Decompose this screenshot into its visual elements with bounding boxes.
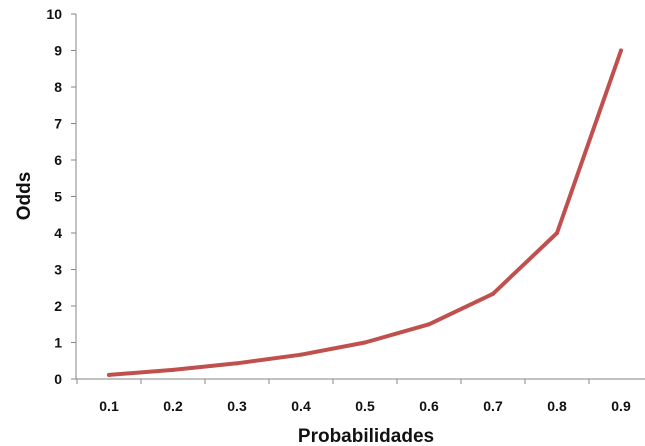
y-tick-label: 5	[54, 189, 62, 205]
y-tick-label: 0	[54, 371, 62, 387]
data-point	[491, 291, 495, 296]
y-axis-title: Odds	[14, 172, 35, 221]
x-axis-title: Probabilidades	[298, 426, 434, 446]
data-point	[619, 48, 623, 53]
data-point	[235, 361, 239, 366]
x-tick-label: 0.5	[355, 398, 375, 414]
data-point	[107, 372, 111, 377]
series-line	[107, 48, 623, 377]
x-tick-label: 0.9	[611, 398, 631, 414]
data-point	[363, 340, 367, 345]
y-tick-label: 9	[54, 43, 62, 59]
y-tick-label: 7	[54, 116, 62, 132]
x-tick-label: 0.4	[291, 398, 311, 414]
y-axis: 0 1 2 3 4 5 6 7 8 9 10	[46, 6, 77, 387]
data-point	[555, 231, 559, 235]
y-tick-label: 2	[54, 298, 62, 314]
y-tick-label: 6	[54, 152, 62, 168]
x-tick-label: 0.1	[99, 398, 119, 414]
series-layer	[107, 48, 623, 377]
data-point	[299, 352, 303, 357]
y-tick-label: 1	[54, 335, 62, 351]
y-tick-label: 8	[54, 79, 62, 95]
x-tick-label: 0.7	[483, 398, 503, 414]
x-tick-label: 0.6	[419, 398, 439, 414]
data-point	[427, 322, 431, 327]
y-tick-label: 4	[54, 225, 62, 241]
data-point	[171, 367, 175, 372]
x-tick-label: 0.8	[547, 398, 567, 414]
y-tick-label: 3	[54, 262, 62, 278]
x-tick-label: 0.2	[163, 398, 183, 414]
y-tick-label: 10	[46, 6, 62, 22]
x-axis: 0.1 0.2 0.3 0.4 0.5 0.6 0.7 0.8 0.9	[76, 378, 645, 414]
x-tick-label: 0.3	[227, 398, 247, 414]
